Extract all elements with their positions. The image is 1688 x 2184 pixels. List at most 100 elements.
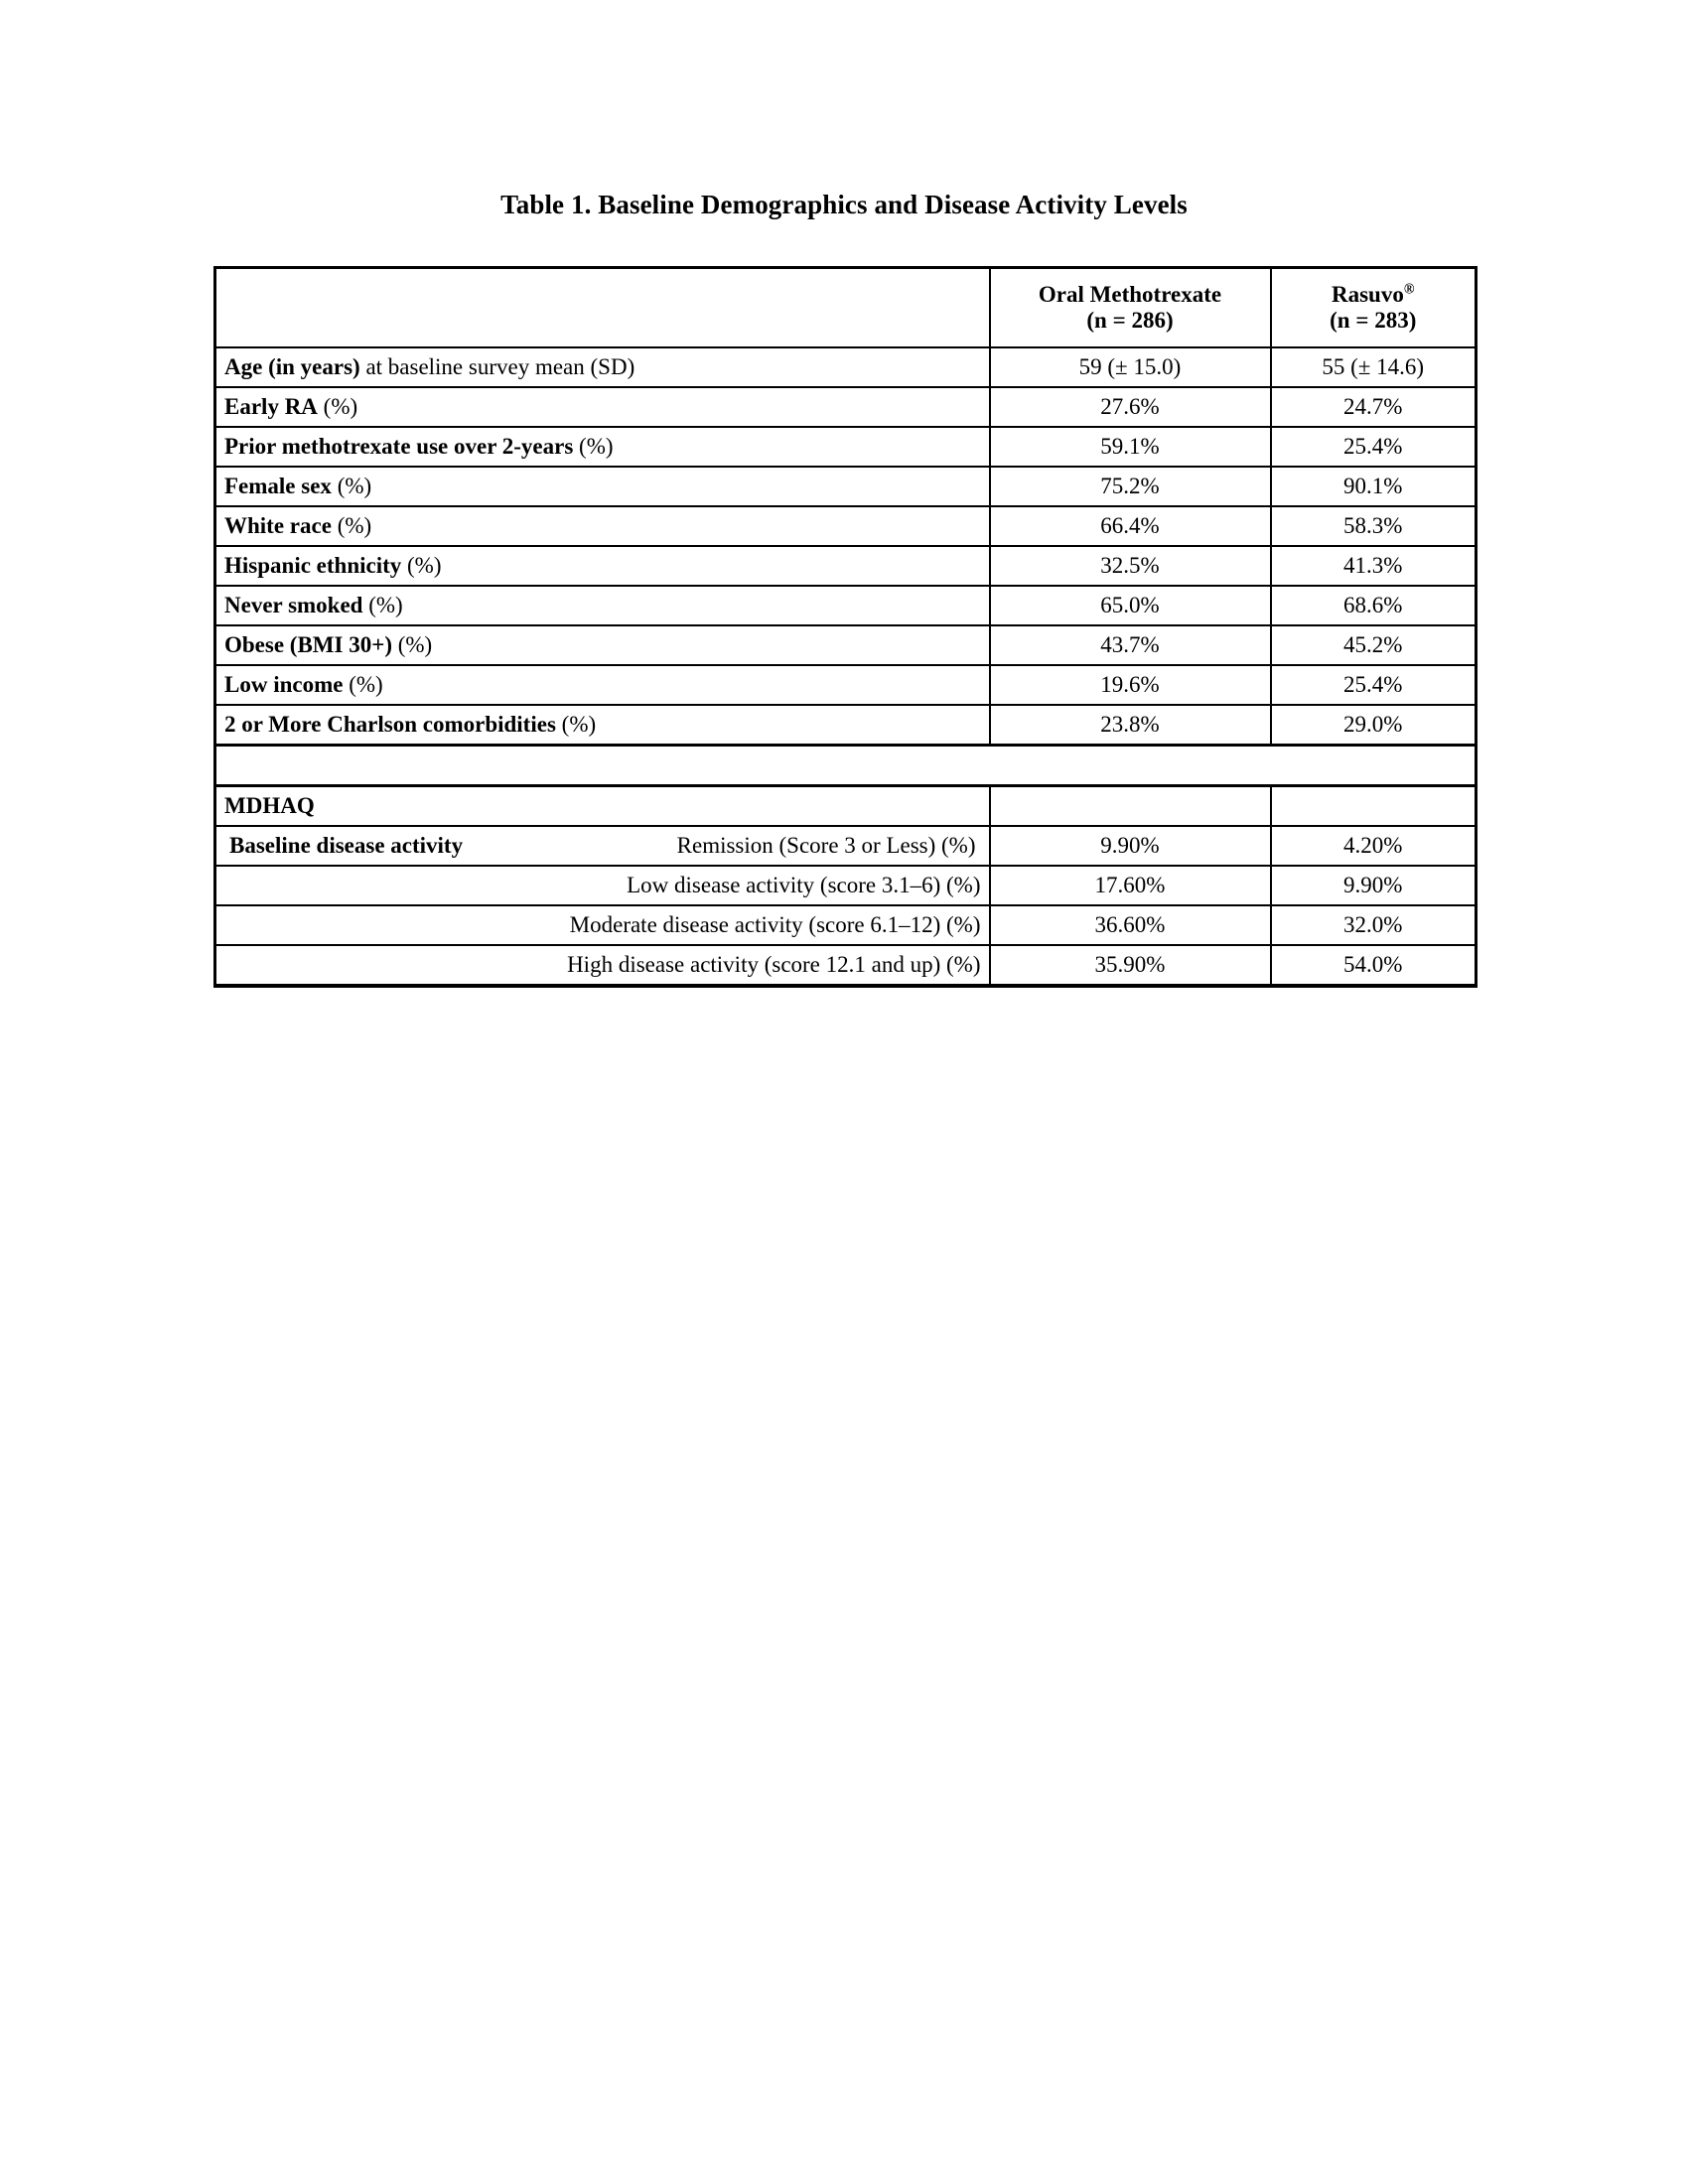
table-row: Female sex (%) 75.2% 90.1% [213, 466, 1477, 507]
row-value-rasuvo: 24.7% [1269, 386, 1477, 428]
table-row: Hispanic ethnicity (%) 32.5% 41.3% [213, 545, 1477, 587]
row-label-cell: Female sex (%) [213, 466, 991, 507]
row-value-rasuvo: 54.0% [1269, 944, 1477, 988]
row-value-rasuvo: 90.1% [1269, 466, 1477, 507]
row-label-cell: Never smoked (%) [213, 585, 991, 626]
row-value-oral: 66.4% [988, 505, 1272, 547]
row-value-rasuvo: 55 (± 14.6) [1269, 346, 1477, 388]
row-label-text: Remission (Score 3 or Less) (%) [676, 833, 976, 859]
row-label-text: Low disease activity (score 3.1–6) (%) [627, 873, 981, 898]
spacer-cell [213, 744, 1477, 787]
row-value-rasuvo: 58.3% [1269, 505, 1477, 547]
table-row: Baseline disease activity Remission (Scor… [213, 825, 1477, 867]
row-value-rasuvo: 68.6% [1269, 585, 1477, 626]
page-title: Table 1. Baseline Demographics and Disea… [500, 190, 1188, 219]
row-value-rasuvo: 29.0% [1269, 704, 1477, 747]
row-value-rasuvo: 25.4% [1269, 426, 1477, 468]
table-container: Oral Methotrexate (n = 286) Rasuvo® (n =… [213, 266, 1477, 988]
header-cell-rasuvo: Rasuvo® (n = 283) [1269, 266, 1477, 348]
row-value-oral: 59.1% [988, 426, 1272, 468]
table-header-row: Oral Methotrexate (n = 286) Rasuvo® (n =… [213, 266, 1477, 348]
table-row: Early RA (%) 27.6% 24.7% [213, 386, 1477, 428]
row-label-cell: MDHAQ [213, 784, 991, 827]
header-oral-n: (n = 286) [1086, 308, 1174, 333]
row-label-text: (%) [401, 553, 442, 579]
row-label-cell: Baseline disease activity Remission (Scor… [213, 825, 991, 867]
row-value-oral: 17.60% [988, 865, 1272, 906]
row-label-text: Moderate disease activity (score 6.1–12)… [569, 912, 981, 938]
row-label-cell: Moderate disease activity (score 6.1–12)… [213, 904, 991, 946]
row-label-text: (%) [362, 593, 403, 618]
row-label-cell: White race (%) [213, 505, 991, 547]
row-value-oral: 32.5% [988, 545, 1272, 587]
row-value-oral: 75.2% [988, 466, 1272, 507]
row-label-cell: Age (in years) at baseline survey mean (… [213, 346, 991, 388]
row-label-text: (%) [331, 474, 372, 499]
row-value-oral: 23.8% [988, 704, 1272, 747]
row-label-text: (%) [573, 434, 614, 460]
row-label-split: Baseline disease activity Remission (Scor… [216, 833, 989, 859]
row-value-rasuvo: 32.0% [1269, 904, 1477, 946]
table-row: Moderate disease activity (score 6.1–12)… [213, 904, 1477, 946]
row-label-bold: MDHAQ [224, 793, 315, 819]
row-value-oral: 59 (± 15.0) [988, 346, 1272, 388]
row-value-rasuvo: 45.2% [1269, 624, 1477, 666]
row-label-text: (%) [343, 672, 383, 698]
row-label-bold: Early RA [224, 394, 318, 420]
table-row: Prior methotrexate use over 2-years (%) 5… [213, 426, 1477, 468]
header-cell-oral-methotrexate: Oral Methotrexate (n = 286) [988, 266, 1272, 348]
row-value-oral: 43.7% [988, 624, 1272, 666]
table-row: High disease activity (score 12.1 and up… [213, 944, 1477, 988]
row-label-cell: Early RA (%) [213, 386, 991, 428]
row-label-bold: Obese (BMI 30+) [224, 632, 392, 658]
row-value-oral: 36.60% [988, 904, 1272, 946]
row-label-bold: Low income [224, 672, 344, 698]
row-label-bold: Hispanic ethnicity [224, 553, 402, 579]
row-label-cell: Prior methotrexate use over 2-years (%) [213, 426, 991, 468]
row-label-text: (%) [391, 632, 433, 658]
row-label-bold: Age (in years) [224, 354, 360, 380]
table-row: Age (in years) at baseline survey mean (… [213, 346, 1477, 388]
header-rasuvo-name: Rasuvo [1331, 282, 1404, 308]
row-label-cell: Obese (BMI 30+) (%) [213, 624, 991, 666]
header-rasuvo-title: Rasuvo® [1280, 282, 1468, 308]
row-label-cell: High disease activity (score 12.1 and up… [213, 944, 991, 988]
table-row: MDHAQ [213, 784, 1477, 827]
table-row: White race (%) 66.4% 58.3% [213, 505, 1477, 547]
row-label-bold: Prior methotrexate use over 2-years [224, 434, 574, 460]
row-value-rasuvo [1269, 784, 1477, 827]
row-label-bold: White race [224, 513, 332, 539]
row-value-oral: 27.6% [988, 386, 1272, 428]
table-body: Oral Methotrexate (n = 286) Rasuvo® (n =… [213, 266, 1477, 988]
row-label-cell: Low income (%) [213, 664, 991, 706]
row-value-oral: 19.6% [988, 664, 1272, 706]
registered-trademark-icon: ® [1403, 281, 1415, 298]
table-row: Obese (BMI 30+) (%) 43.7% 45.2% [213, 624, 1477, 666]
row-value-oral: 9.90% [988, 825, 1272, 867]
row-label-cell: 2 or More Charlson comorbidities (%) [213, 704, 991, 747]
header-rasuvo-n: (n = 283) [1330, 308, 1417, 333]
row-value-rasuvo: 25.4% [1269, 664, 1477, 706]
row-label-text: (%) [331, 513, 372, 539]
table-row: Low income (%) 19.6% 25.4% [213, 664, 1477, 706]
row-value-oral [988, 784, 1272, 827]
baseline-demographics-table: Oral Methotrexate (n = 286) Rasuvo® (n =… [213, 266, 1477, 988]
table-row: Low disease activity (score 3.1–6) (%) 17… [213, 865, 1477, 906]
row-label-text: (%) [317, 394, 358, 420]
row-value-oral: 35.90% [988, 944, 1272, 988]
row-value-rasuvo: 9.90% [1269, 865, 1477, 906]
row-label-text: at baseline survey mean (SD) [359, 354, 635, 380]
row-label-bold: Female sex [224, 474, 332, 499]
row-label-text: (%) [555, 712, 597, 738]
row-label-cell: Hispanic ethnicity (%) [213, 545, 991, 587]
row-label-bold: Never smoked [224, 593, 363, 618]
row-label-bold: 2 or More Charlson comorbidities [224, 712, 556, 738]
row-value-rasuvo: 4.20% [1269, 825, 1477, 867]
header-oral-title: Oral Methotrexate [1038, 282, 1222, 308]
row-value-rasuvo: 41.3% [1269, 545, 1477, 587]
table-row: Never smoked (%) 65.0% 68.6% [213, 585, 1477, 626]
row-value-oral: 65.0% [988, 585, 1272, 626]
row-label-cell: Low disease activity (score 3.1–6) (%) [213, 865, 991, 906]
row-label-bold: Baseline disease activity [229, 833, 464, 859]
row-label-text: High disease activity (score 12.1 and up… [567, 952, 981, 978]
